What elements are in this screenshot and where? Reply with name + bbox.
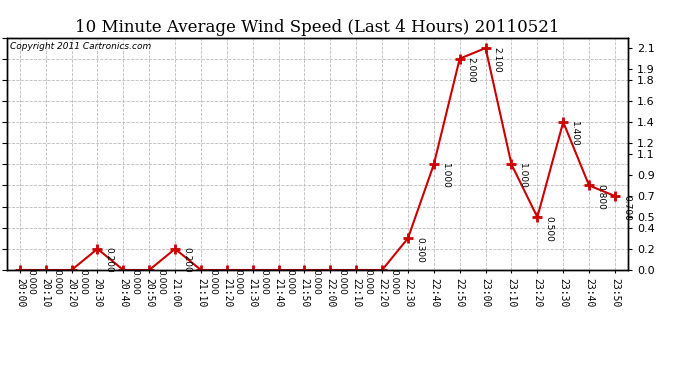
Text: 0.000: 0.000 — [208, 268, 217, 294]
Text: Copyright 2011 Cartronics.com: Copyright 2011 Cartronics.com — [10, 42, 151, 51]
Text: 0.000: 0.000 — [27, 268, 36, 294]
Text: 0.800: 0.800 — [596, 184, 605, 210]
Text: 0.500: 0.500 — [544, 216, 553, 242]
Text: 0.200: 0.200 — [182, 248, 191, 273]
Text: 0.700: 0.700 — [622, 195, 631, 220]
Text: 0.000: 0.000 — [286, 268, 295, 294]
Title: 10 Minute Average Wind Speed (Last 4 Hours) 20110521: 10 Minute Average Wind Speed (Last 4 Hou… — [75, 19, 560, 36]
Text: 2.100: 2.100 — [493, 46, 502, 72]
Text: 0.300: 0.300 — [415, 237, 424, 263]
Text: 0.000: 0.000 — [52, 268, 61, 294]
Text: 0.000: 0.000 — [156, 268, 165, 294]
Text: 1.000: 1.000 — [441, 163, 450, 189]
Text: 0.000: 0.000 — [259, 268, 268, 294]
Text: 0.200: 0.200 — [104, 248, 113, 273]
Text: 0.000: 0.000 — [389, 268, 398, 294]
Text: 0.000: 0.000 — [363, 268, 372, 294]
Text: 0.000: 0.000 — [311, 268, 320, 294]
Text: 1.400: 1.400 — [570, 121, 579, 146]
Text: 1.000: 1.000 — [518, 163, 527, 189]
Text: 0.000: 0.000 — [130, 268, 139, 294]
Text: 2.000: 2.000 — [466, 57, 475, 83]
Text: 0.000: 0.000 — [234, 268, 243, 294]
Text: 0.000: 0.000 — [337, 268, 346, 294]
Text: 0.000: 0.000 — [79, 268, 88, 294]
